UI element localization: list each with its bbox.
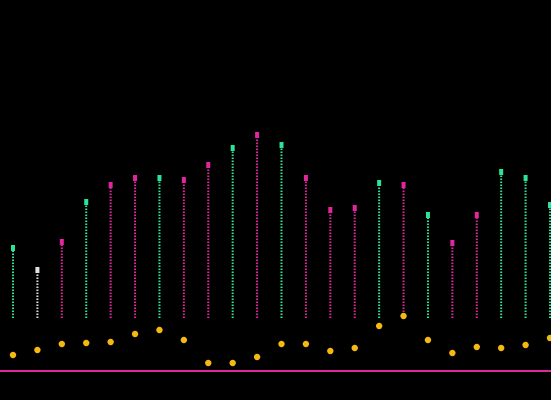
point [449,349,456,357]
range-cap [401,182,406,188]
point [229,359,236,367]
range-cap [108,182,113,188]
range-cap [474,212,479,218]
point [351,344,358,352]
range-cap [499,169,504,175]
range-cap [157,175,162,181]
range-cap [59,239,64,245]
point [253,353,261,361]
range-cap [84,199,89,205]
range-cap [328,207,333,213]
range-cap [425,212,430,218]
range-cap [352,205,357,211]
range-cap [230,145,235,151]
range-cap [206,162,211,168]
range-cap [303,175,308,181]
range-cap [255,132,260,138]
point [83,339,90,347]
point [497,344,505,352]
range-cap [181,177,186,183]
range-cap [548,202,551,208]
point [34,346,41,354]
point [375,322,383,330]
point [205,359,212,367]
range-cap [377,180,382,186]
point [107,338,114,346]
range-cap [11,245,15,251]
point [327,347,334,355]
point [58,340,66,348]
range-cap [450,240,455,246]
point [522,341,529,349]
point [400,312,407,320]
point [473,343,480,351]
point [546,334,551,342]
point [9,351,17,359]
range-cap [279,142,284,148]
point [424,336,432,344]
point [278,340,285,348]
point [156,326,163,334]
range-cap [523,175,528,181]
point [180,336,188,344]
point [131,330,139,338]
range-cap [133,175,138,181]
range-cap [35,267,40,273]
point [302,340,310,348]
